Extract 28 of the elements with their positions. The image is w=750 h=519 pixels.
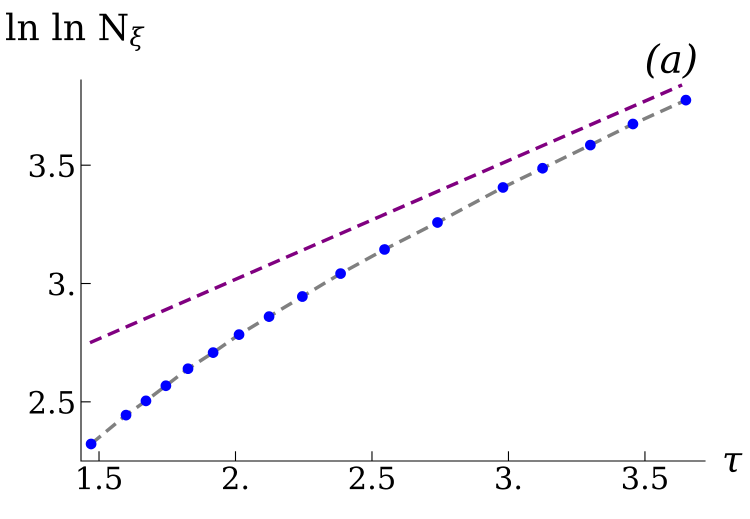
- point: [335, 268, 346, 279]
- point: [585, 140, 596, 150]
- y-axis-title: ln ln N$_{ξ}$: [6, 12, 144, 52]
- point: [680, 94, 692, 106]
- point: [297, 291, 308, 302]
- x-tick-label: 3.: [496, 466, 520, 490]
- y-tick-label: 2.5: [30, 390, 74, 414]
- x-tick-label: 3.5: [622, 466, 667, 490]
- point: [234, 329, 244, 340]
- point: [432, 217, 443, 228]
- point: [498, 182, 508, 193]
- point: [628, 118, 638, 130]
- point: [140, 396, 152, 406]
- y-tick-label: 3.5: [30, 154, 74, 178]
- point: [120, 410, 132, 420]
- y-tick-label: 3.: [49, 272, 74, 296]
- x-tick-label: 1.5: [78, 466, 121, 490]
- point: [86, 438, 96, 450]
- x-axis-title: τ: [724, 453, 742, 472]
- point: [182, 363, 194, 374]
- text: (a): [646, 43, 696, 79]
- point: [160, 380, 172, 392]
- x-tick-label: 2.5: [350, 466, 394, 490]
- point: [208, 347, 218, 358]
- x-tick-label: 2.: [222, 466, 248, 490]
- point: [379, 244, 390, 255]
- point: [264, 311, 274, 322]
- point: [537, 162, 548, 174]
